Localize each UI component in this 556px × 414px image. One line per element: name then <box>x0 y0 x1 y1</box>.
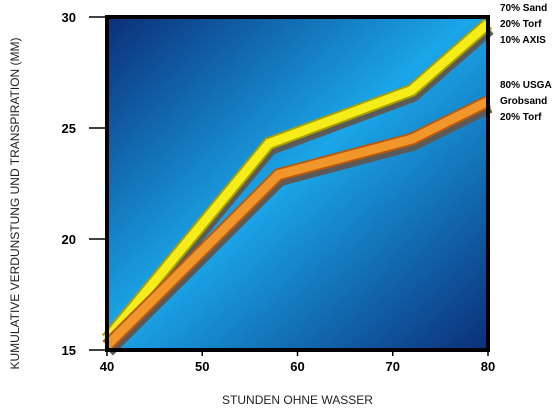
series-2 <box>102 95 493 356</box>
x-tick-label: 40 <box>100 359 114 374</box>
y-tick-label: 20 <box>62 232 76 247</box>
legend-label-line: Grobsand <box>500 96 547 107</box>
series-layer <box>101 18 494 356</box>
x-tick-label: 80 <box>481 359 495 374</box>
legend-label-line: 20% Torf <box>500 112 542 123</box>
series-1-line <box>103 20 491 342</box>
y-tick-label: 15 <box>62 343 76 358</box>
legend: 70% Sand 20% Torf 10% AXIS 80% USGA Grobsand… <box>500 3 552 123</box>
y-tick-label: 30 <box>62 10 76 25</box>
x-axis-title: STUNDEN OHNE WASSER <box>222 393 373 407</box>
series-2-line <box>103 97 490 349</box>
legend-label-line: 70% Sand <box>500 3 547 14</box>
y-tick-label: 25 <box>62 121 76 136</box>
y-axis-title: KUMULATIVE VERDUNSTUNG UND TRANSPIRATION… <box>8 37 22 369</box>
legend-label-line: 80% USGA <box>500 80 552 91</box>
x-tick-label: 50 <box>195 359 209 374</box>
ticks-layer: 40 50 60 70 80 15 20 25 30 <box>62 10 496 374</box>
legend-label-line: 10% AXIS <box>500 35 546 46</box>
x-tick-label: 70 <box>386 359 400 374</box>
series-1 <box>101 18 494 349</box>
x-tick-label: 60 <box>290 359 304 374</box>
legend-label-line: 20% Torf <box>500 19 542 30</box>
